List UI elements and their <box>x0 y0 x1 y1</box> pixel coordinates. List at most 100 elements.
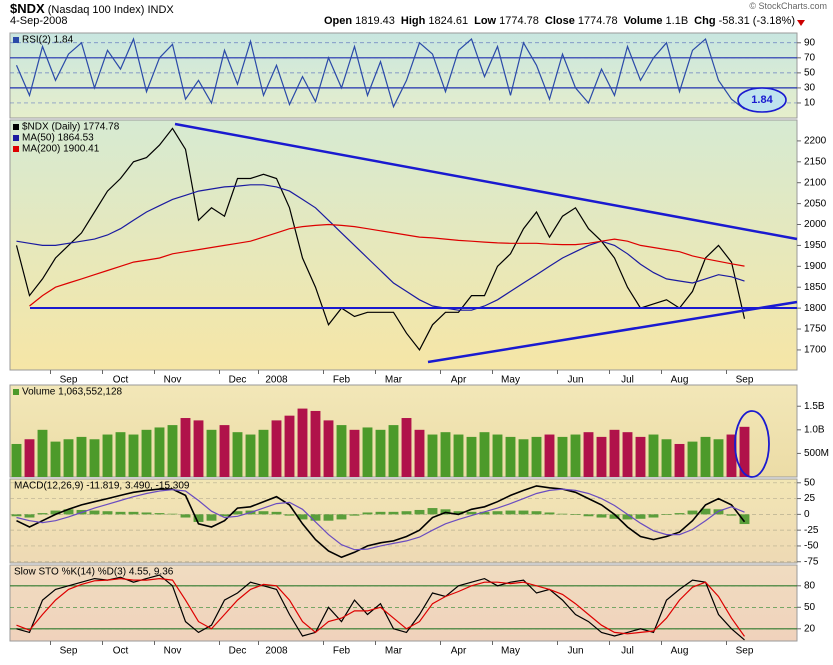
x-tick-label: Sep <box>736 646 754 657</box>
bar <box>232 432 243 477</box>
panel-title: MACD(12,26,9) -11.819, 3.490, -15.309 <box>14 481 190 492</box>
y-tick-label: 2050 <box>804 198 827 209</box>
trendline <box>427 300 798 364</box>
bar <box>258 511 269 515</box>
bar <box>24 514 35 518</box>
quote-label: High <box>400 15 426 27</box>
bar <box>427 434 438 477</box>
x-tick-label: Jul <box>621 646 634 657</box>
bar <box>180 514 191 518</box>
annotation: 1.84 <box>751 94 773 106</box>
y-tick-label: 1.0B <box>804 424 825 435</box>
bar <box>336 425 347 477</box>
bar <box>622 432 633 477</box>
bar <box>453 434 464 477</box>
plot-area <box>10 482 797 563</box>
x-tick-label: Oct <box>113 375 129 386</box>
bar <box>557 513 568 515</box>
y-tick-label: 0 <box>804 509 810 520</box>
bar <box>570 514 581 515</box>
bar <box>349 429 360 477</box>
bar <box>11 443 22 477</box>
y-tick-label: 2150 <box>804 156 827 167</box>
bar <box>739 514 750 525</box>
bar <box>11 514 22 517</box>
bar <box>284 514 295 516</box>
bar <box>193 514 204 522</box>
bar <box>375 429 386 477</box>
x-tick-label: 2008 <box>265 646 288 657</box>
x-tick-label: Apr <box>451 646 467 657</box>
bar <box>388 425 399 477</box>
bar <box>167 425 178 477</box>
x-tick-label: Nov <box>164 375 182 386</box>
bar <box>76 436 87 477</box>
y-tick-label: 1700 <box>804 345 827 356</box>
bar <box>401 511 412 515</box>
bar <box>622 514 633 520</box>
panel-background <box>9 32 798 119</box>
bar <box>323 420 334 477</box>
title-line: $NDX (Nasdaq 100 Index) INDX <box>10 1 174 16</box>
x-tick-label: Sep <box>60 646 78 657</box>
bar <box>427 508 438 515</box>
panel-title: Slow STO %K(14) %D(3) 4.55, 9.36 <box>14 567 174 578</box>
x-tick-label: Jun <box>567 375 583 386</box>
series-line <box>16 577 745 637</box>
bar <box>492 511 503 515</box>
x-tick-label: Apr <box>451 375 467 386</box>
bar <box>128 434 139 477</box>
bar <box>128 511 139 515</box>
quote-label: Open <box>324 15 353 27</box>
y-tick-label: 2000 <box>804 219 827 230</box>
bar <box>713 439 724 477</box>
bar <box>648 514 659 518</box>
y-tick-label: 2100 <box>804 177 827 188</box>
bar <box>193 420 204 477</box>
quote-value: -58.31 (-3.18%) <box>718 15 795 27</box>
bar <box>505 510 516 515</box>
credit: © StockCharts.com <box>749 1 827 11</box>
x-tick-label: Feb <box>333 375 351 386</box>
bar <box>700 436 711 477</box>
plot-area <box>10 574 797 641</box>
bar <box>648 434 659 477</box>
bar <box>570 434 581 477</box>
quote-value: 1824.61 <box>428 15 469 27</box>
bar <box>310 410 321 477</box>
quote-label: Close <box>544 15 575 27</box>
bar <box>37 429 48 477</box>
y-tick-label: 10 <box>804 98 816 109</box>
bar <box>440 432 451 477</box>
x-tick-label: Oct <box>113 646 129 657</box>
bar <box>232 511 243 515</box>
bar <box>89 439 100 477</box>
y-tick-label: 1750 <box>804 324 827 335</box>
bar <box>466 436 477 477</box>
y-tick-label: 2200 <box>804 136 827 147</box>
legend-label: Volume 1,063,552,128 <box>22 387 123 398</box>
y-tick-label: 70 <box>804 52 816 63</box>
bar <box>297 408 308 477</box>
bar <box>141 429 152 477</box>
bar <box>609 429 620 477</box>
y-tick-label: 1850 <box>804 282 827 293</box>
bar <box>362 512 373 515</box>
bar <box>531 511 542 515</box>
bar <box>271 420 282 477</box>
plot-area <box>15 127 746 352</box>
bar <box>635 436 646 477</box>
bar <box>154 427 165 477</box>
bar <box>310 514 321 521</box>
bar <box>323 514 334 521</box>
bar <box>271 511 282 515</box>
legend-swatch <box>13 135 19 141</box>
plot-area <box>11 408 750 477</box>
bar <box>609 514 620 519</box>
bar <box>297 514 308 520</box>
bar <box>141 512 152 515</box>
bar <box>661 514 672 515</box>
y-tick-label: 1800 <box>804 303 827 314</box>
y-tick-label: 50 <box>804 68 816 79</box>
